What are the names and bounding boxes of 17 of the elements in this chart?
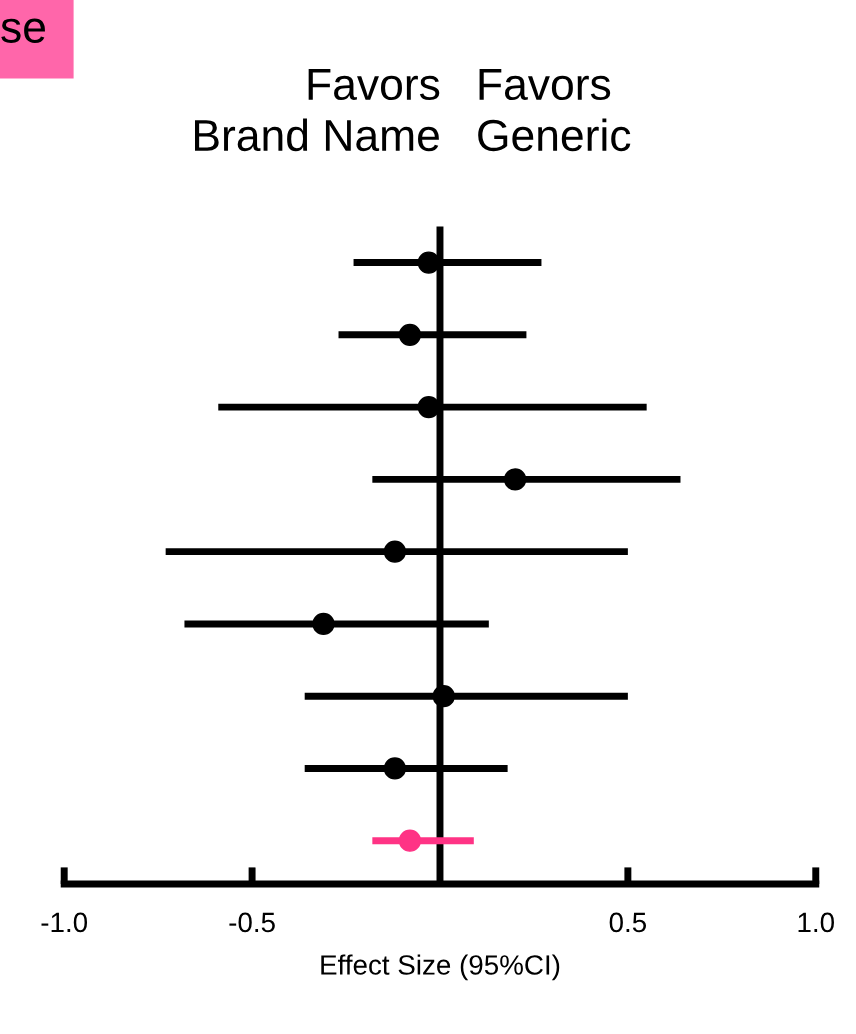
x-tick-label: 1.0 — [798, 912, 834, 933]
text: Favors Generic — [478, 69, 631, 152]
text: se — [1, 18, 45, 43]
point — [417, 251, 440, 274]
x-tick-label: -0.5 — [229, 912, 275, 933]
point — [398, 323, 422, 346]
point — [398, 829, 422, 852]
point — [312, 612, 335, 636]
x-axis-title: Effect Size (95%CI) — [321, 954, 560, 981]
x-tick-label: 0.5 — [609, 912, 647, 933]
point — [432, 685, 455, 708]
point — [383, 757, 407, 780]
x-tick-label: -1.0 — [41, 912, 88, 933]
point — [417, 396, 440, 419]
point — [504, 468, 527, 491]
text: Favors Brand Name — [195, 69, 440, 152]
point — [383, 540, 407, 563]
